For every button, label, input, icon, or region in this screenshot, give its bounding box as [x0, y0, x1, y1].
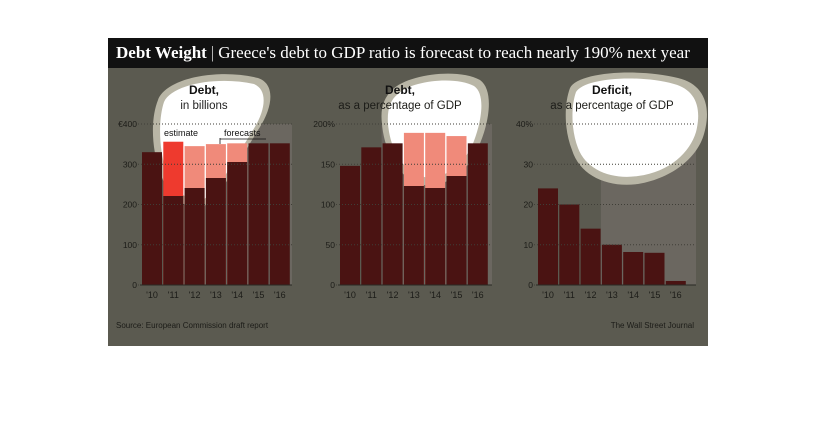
annotation-estimate: estimate	[164, 128, 198, 138]
bar	[142, 152, 162, 285]
y-tick-label: 300	[123, 159, 137, 169]
x-tick-label: '15	[253, 290, 265, 300]
y-tick-label: 150	[321, 159, 335, 169]
panel-title: Debt,	[385, 83, 415, 97]
panel-title: Deficit,	[592, 83, 632, 97]
y-tick-label: 0	[330, 280, 335, 290]
bar-shadow	[403, 186, 424, 285]
highlight-blob	[572, 78, 699, 177]
x-tick-label: '10	[146, 290, 158, 300]
y-tick-label: 10	[524, 240, 534, 250]
x-tick-label: '13	[210, 290, 222, 300]
x-tick-label: '13	[408, 290, 420, 300]
bar	[580, 228, 601, 285]
panel-subtitle: as a percentage of GDP	[550, 100, 674, 112]
x-tick-label: '11	[366, 290, 377, 300]
title-bar: Debt Weight | Greece's debt to GDP ratio i…	[108, 38, 708, 68]
y-tick-label: 30	[524, 159, 534, 169]
credit-note: The Wall Street Journal	[610, 321, 694, 330]
bar	[248, 143, 269, 285]
bar	[601, 244, 622, 285]
panel-debt-billions: 0 100 200 300 €400 '10 '11 '12 '13 '14 '15 '16 Deb…	[118, 74, 292, 300]
x-tick-label: '11	[168, 290, 179, 300]
x-tick-label: '14	[429, 290, 441, 300]
bar	[382, 143, 403, 285]
panel-debt-percent-gdp: 0 50 100 150 200% '10 '11 '12 '13 '14 '15 '16 Debt…	[313, 73, 492, 300]
title-separator: |	[210, 43, 215, 62]
bar-shadow	[446, 176, 467, 285]
x-tick-label: '13	[606, 290, 618, 300]
x-tick-label: '12	[189, 290, 201, 300]
y-tick-label: 200	[123, 200, 137, 210]
bar	[467, 143, 488, 285]
y-tick-label: 200%	[313, 119, 335, 129]
y-tick-label: 100	[123, 240, 137, 250]
annotation-forecasts: forecasts	[224, 128, 261, 138]
x-tick-label: '16	[274, 290, 286, 300]
y-tick-label: 0	[528, 280, 533, 290]
panel-deficit-percent-gdp: 0 10 20 30 40% '10 '11 '12 '13 '14 '15 '16 Deficit…	[516, 72, 707, 300]
y-tick-label: 20	[524, 200, 534, 210]
panel-title: Debt,	[189, 83, 219, 97]
chart-figure: Debt Weight | Greece's debt to GDP ratio i…	[108, 38, 708, 346]
chart-subtitle: Greece's debt to GDP ratio is forecast t…	[218, 43, 690, 62]
x-tick-label: '14	[231, 290, 243, 300]
panel-subtitle: in billions	[180, 100, 228, 112]
y-tick-label: 100	[321, 200, 335, 210]
x-tick-label: '16	[670, 290, 682, 300]
x-tick-label: '11	[564, 290, 575, 300]
bar	[538, 188, 558, 285]
chart-title: Debt Weight	[116, 43, 207, 62]
bar	[665, 280, 686, 285]
y-tick-label: 0	[132, 280, 137, 290]
bar-shadow	[163, 196, 184, 285]
x-tick-label: '12	[585, 290, 597, 300]
y-tick-label: 40%	[516, 119, 533, 129]
y-tick-label: 50	[326, 240, 336, 250]
bar-shadow	[425, 188, 446, 285]
bar	[644, 252, 665, 285]
x-tick-label: '16	[472, 290, 484, 300]
bar	[623, 251, 644, 285]
x-tick-label: '15	[451, 290, 463, 300]
bar-shadow	[184, 188, 205, 285]
bar	[559, 204, 580, 285]
y-tick-label: €400	[118, 119, 137, 129]
source-note: Source: European Commission draft report	[116, 321, 269, 330]
bar	[340, 165, 360, 285]
x-tick-label: '10	[542, 290, 554, 300]
panel-subtitle: as a percentage of GDP	[338, 100, 462, 112]
bar	[361, 147, 382, 285]
x-tick-label: '15	[649, 290, 661, 300]
x-tick-label: '12	[387, 290, 399, 300]
x-tick-label: '14	[627, 290, 639, 300]
bar	[269, 143, 290, 285]
x-tick-label: '10	[344, 290, 356, 300]
bar-shadow	[227, 162, 248, 285]
